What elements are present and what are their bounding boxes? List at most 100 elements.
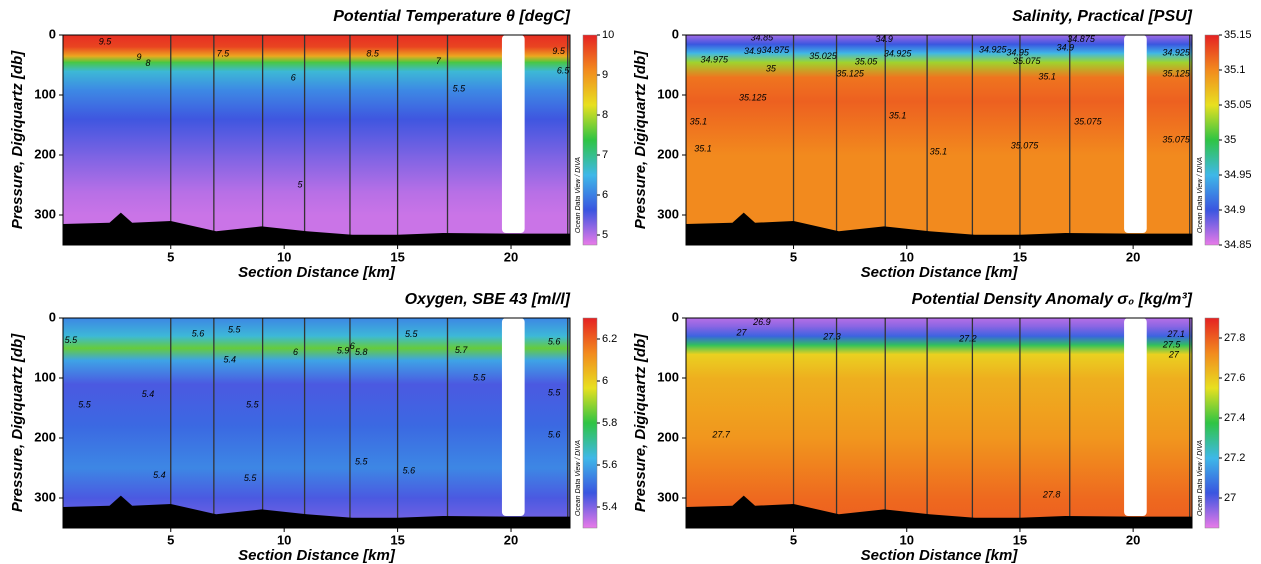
colorbar bbox=[582, 317, 598, 529]
field-band bbox=[63, 35, 570, 48]
y-axis-label: Pressure, Digiquartz [db] bbox=[632, 50, 649, 229]
y-tick-label: 100 bbox=[657, 86, 679, 101]
colorbar-tick-label: 7 bbox=[602, 149, 608, 161]
field: 5.55.6 5.55.46 5.9 65.85.55.75.55.45.5 5.55.… bbox=[63, 318, 570, 528]
field-band bbox=[686, 336, 1192, 346]
colorbar-tick-label: 27.6 bbox=[1224, 372, 1245, 384]
contour-label: 34.925 bbox=[979, 44, 1008, 54]
contour-label: 26.9 bbox=[752, 317, 771, 327]
contour-label: 8 bbox=[146, 58, 151, 68]
field: 9.5 98 7.5 6 8.5 7 5.5 5 9.5 6.5 bbox=[63, 35, 570, 245]
colorbar-tick-label: 9 bbox=[602, 69, 608, 81]
contour-label: 5.9 bbox=[337, 345, 350, 355]
x-tick-label: 20 bbox=[1126, 249, 1140, 264]
bathymetry bbox=[63, 495, 570, 528]
contour-label: 27.2 bbox=[958, 333, 977, 343]
x-tick-label: 20 bbox=[1126, 532, 1140, 547]
contour-label: 35.075 bbox=[1162, 134, 1191, 144]
field-band bbox=[686, 101, 1192, 156]
field-band bbox=[63, 318, 570, 337]
colorbar-tick-label: 27 bbox=[1224, 492, 1236, 504]
plot-frame bbox=[62, 34, 571, 246]
y-tick-label: 0 bbox=[49, 26, 56, 41]
colorbar-tick-label: 35.1 bbox=[1224, 64, 1245, 76]
contour-label: 27.3 bbox=[822, 332, 841, 342]
contour-label: 5.4 bbox=[153, 470, 166, 480]
y-tick-label: 0 bbox=[49, 309, 56, 324]
field-band bbox=[686, 378, 1192, 439]
field-band bbox=[686, 327, 1192, 337]
data-gap bbox=[501, 35, 525, 233]
field-band bbox=[686, 345, 1192, 355]
y-tick-label: 200 bbox=[657, 146, 679, 161]
field-band bbox=[63, 191, 570, 216]
colorbar-tick-label: 27.2 bbox=[1224, 452, 1245, 464]
x-tick-label: 10 bbox=[900, 532, 914, 547]
contour-label: 5.4 bbox=[223, 354, 236, 364]
contour-label: 27.1 bbox=[1166, 329, 1185, 339]
colorbar-tick-label: 5.4 bbox=[602, 501, 617, 513]
contour-label: 27.5 bbox=[1162, 339, 1182, 349]
contour-label: 35.025 bbox=[809, 51, 838, 61]
contour-label: 35.125 bbox=[836, 68, 865, 78]
field-band bbox=[686, 77, 1192, 102]
colorbar-tick-label: 6.2 bbox=[602, 333, 617, 345]
field-band bbox=[63, 47, 570, 57]
field-band bbox=[63, 384, 570, 427]
field-band bbox=[63, 468, 570, 499]
contour-label: 5.6 bbox=[548, 429, 561, 439]
colorbar bbox=[1204, 317, 1220, 529]
contour-label: 5.5 bbox=[548, 387, 562, 397]
x-tick-label: 10 bbox=[900, 249, 914, 264]
field-band bbox=[63, 71, 570, 90]
contour-label: 34.875 bbox=[1067, 34, 1096, 44]
contour-label: 35 bbox=[766, 64, 777, 74]
contour-label: 35.1 bbox=[1038, 71, 1056, 81]
chart-title: Salinity, Practical [PSU] bbox=[1012, 8, 1193, 25]
field-band bbox=[63, 348, 570, 361]
panel: 5.55.6 5.55.46 5.9 65.85.55.75.55.45.5 5.55.… bbox=[9, 291, 617, 564]
y-tick-label: 100 bbox=[34, 86, 56, 101]
contour-label: 35.1 bbox=[690, 116, 708, 126]
contour-label: 8.5 bbox=[366, 49, 380, 59]
watermark: Ocean Data View / DIVA bbox=[1197, 440, 1204, 516]
field-band bbox=[63, 360, 570, 385]
bathymetry bbox=[686, 212, 1192, 245]
contour-label: 5.4 bbox=[142, 389, 155, 399]
contour-label: 27 bbox=[1168, 350, 1180, 360]
x-axis-label: Section Distance [km] bbox=[238, 547, 396, 564]
x-tick-label: 5 bbox=[790, 532, 797, 547]
colorbar-tick-label: 5.8 bbox=[602, 417, 617, 429]
bathymetry bbox=[63, 212, 570, 245]
contour-label: 34.95 bbox=[1006, 47, 1030, 57]
colorbar-tick-label: 6 bbox=[602, 189, 608, 201]
colorbar bbox=[582, 34, 598, 246]
field-band bbox=[686, 62, 1192, 78]
contour-label: 35.1 bbox=[930, 146, 948, 156]
field-band bbox=[686, 318, 1192, 328]
contour-label: 9 bbox=[136, 52, 141, 62]
field-band bbox=[686, 35, 1192, 45]
contour-label: 34.9 bbox=[1056, 43, 1074, 53]
plot-frame bbox=[62, 317, 571, 529]
watermark: Ocean Data View / DIVA bbox=[1197, 157, 1204, 233]
field-band bbox=[63, 336, 570, 349]
field-band bbox=[63, 426, 570, 469]
contour-label: 9.5 bbox=[99, 37, 113, 47]
field-band bbox=[63, 89, 570, 120]
x-tick-label: 5 bbox=[167, 249, 174, 264]
colorbar-tick-label: 27.8 bbox=[1224, 332, 1245, 344]
colorbar-tick-label: 5 bbox=[602, 229, 608, 241]
bathymetry bbox=[686, 495, 1192, 528]
contour-label: 5.5 bbox=[228, 324, 242, 334]
x-axis-label: Section Distance [km] bbox=[861, 547, 1019, 564]
contour-label: 34.975 bbox=[701, 55, 730, 65]
field-band bbox=[63, 56, 570, 63]
contour-label: 35.05 bbox=[855, 56, 879, 66]
contour-label: 34.9 bbox=[875, 34, 893, 44]
contour-label: 5.5 bbox=[405, 329, 419, 339]
plot-frame bbox=[685, 317, 1193, 529]
contour-label: 7.5 bbox=[217, 49, 231, 59]
